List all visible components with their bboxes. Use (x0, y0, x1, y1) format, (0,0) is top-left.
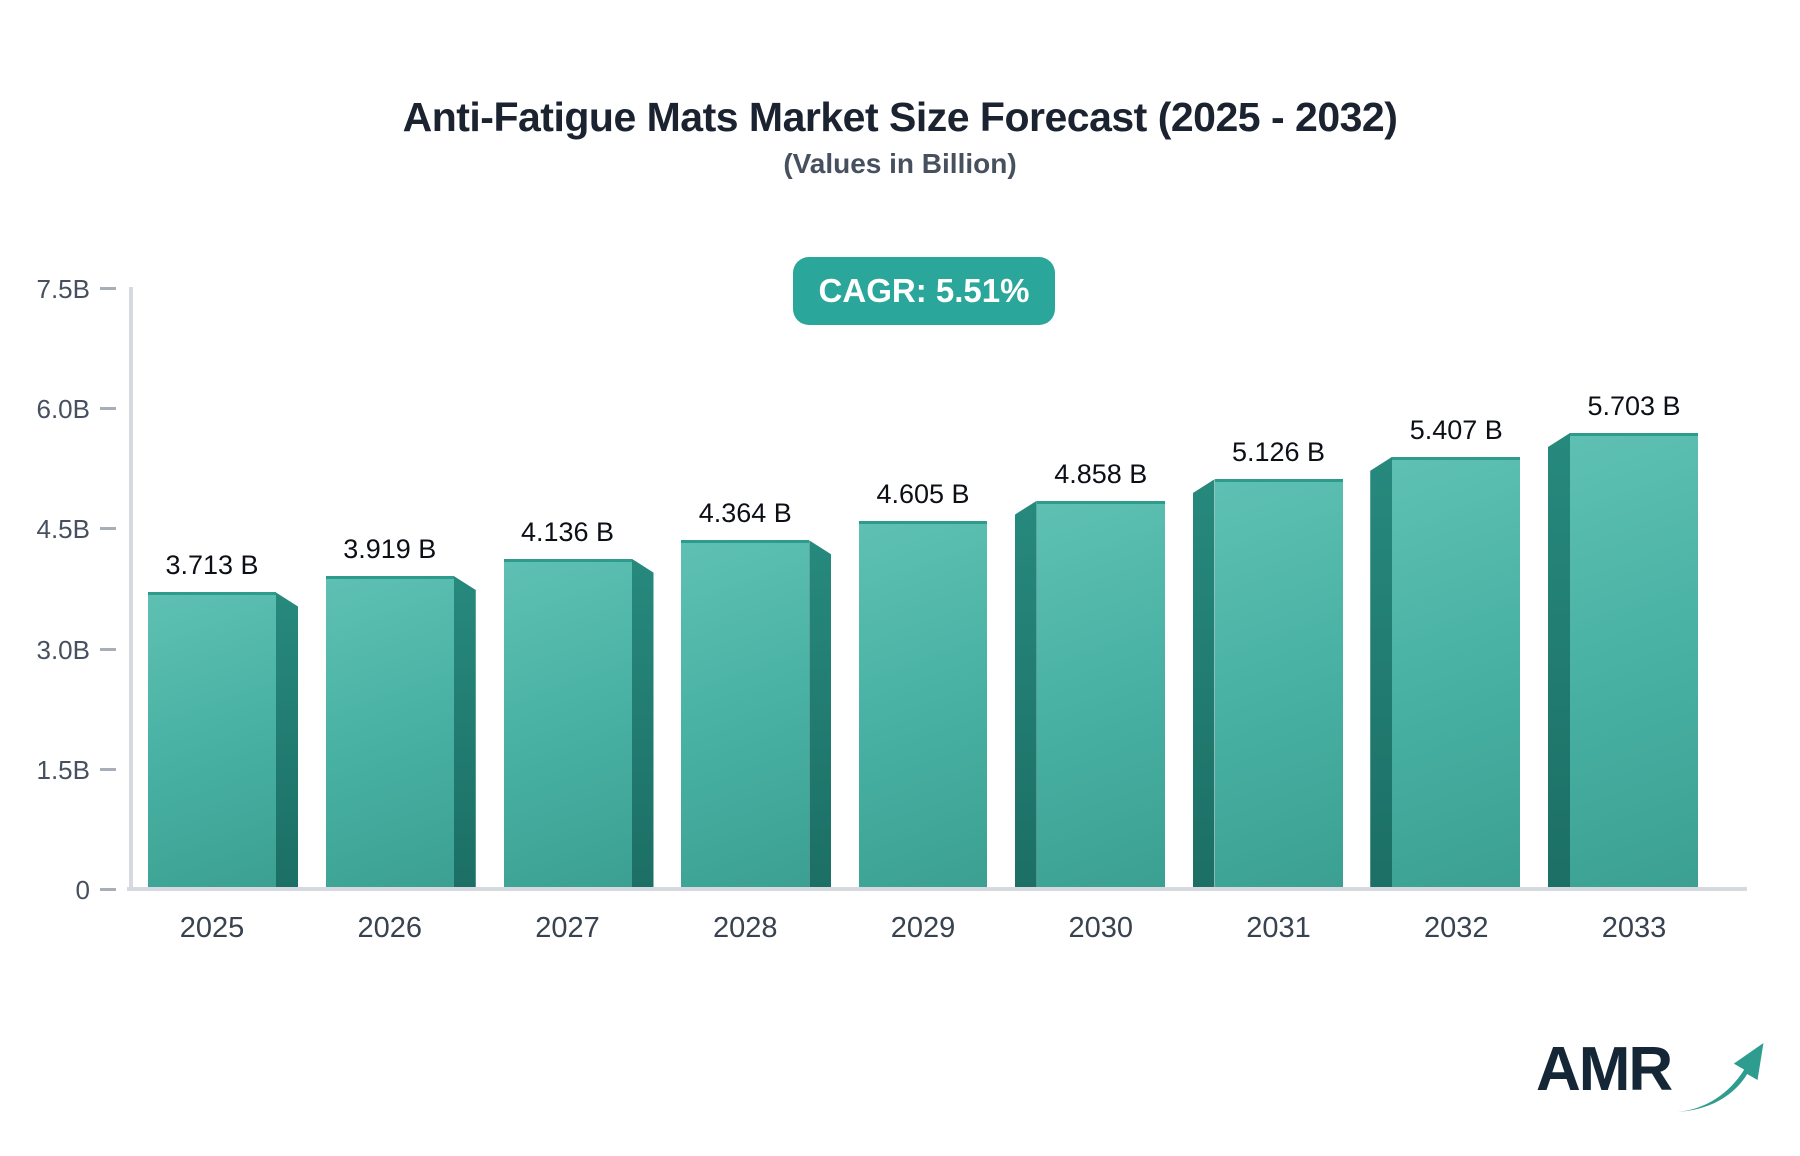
x-axis-label: 2031 (1246, 912, 1311, 944)
growth-arrow-icon (1677, 1042, 1764, 1112)
y-axis-tick-label: 7.5B (36, 274, 91, 305)
y-axis-tick-mark (100, 647, 116, 651)
bar-face (1392, 456, 1521, 887)
bar-value-label: 4.364 B (698, 498, 792, 529)
bar-value-label: 5.407 B (1409, 414, 1503, 445)
chart-subtitle: (Values in Billion) (783, 148, 1017, 179)
cagr-badge: CAGR: 5.51% (793, 257, 1055, 325)
bar-value-label: 5.703 B (1587, 391, 1681, 422)
bar-value-label: 5.126 B (1231, 437, 1326, 468)
bar-side-face (1014, 500, 1037, 887)
x-axis-label: 2033 (1601, 912, 1667, 944)
y-axis-tick-label: 0 (75, 875, 90, 905)
x-axis-label: 2032 (1423, 912, 1489, 944)
y-axis-tick-mark (100, 287, 116, 291)
bar-2025 (148, 592, 298, 887)
bar-face (859, 521, 987, 887)
bar-value-label: 4.136 B (520, 516, 615, 547)
x-axis-label: 2026 (357, 912, 422, 944)
bar-face (503, 558, 632, 887)
y-axis-tick-label: 6.0B (36, 394, 91, 425)
y-axis-tick-label: 3.0B (36, 634, 91, 665)
y-axis-tick-mark (100, 888, 116, 891)
bar-2029 (859, 521, 987, 887)
y-axis-tick-mark (100, 527, 116, 531)
bar-side-face (631, 558, 654, 887)
bar-face (148, 592, 276, 887)
x-axis-label: 2027 (535, 912, 600, 944)
x-axis-label: 2025 (179, 912, 245, 944)
amr-logo: AMR (1536, 1035, 1764, 1128)
bar-side-face (453, 575, 476, 887)
bar-face (1036, 500, 1165, 887)
bar-2031 (1192, 479, 1343, 887)
x-axis-label: 2028 (712, 912, 778, 944)
bar-2033 (1548, 433, 1698, 887)
bar-value-label: 3.713 B (165, 550, 259, 581)
y-axis-tick-mark (100, 767, 116, 771)
bar-face (1570, 433, 1698, 887)
x-axis-label: 2029 (890, 912, 956, 944)
x-axis-line (127, 887, 1747, 891)
y-axis-tick-label: 1.5B (36, 754, 91, 785)
bar-2032 (1370, 456, 1521, 887)
bar-2027 (503, 558, 654, 887)
bar-side-face (1548, 433, 1570, 887)
bar-value-label: 3.919 B (343, 533, 437, 564)
bar-value-label: 4.858 B (1054, 458, 1148, 489)
bar-side-face (276, 592, 298, 887)
y-axis-line (129, 287, 133, 891)
x-axis-label: 2030 (1068, 912, 1133, 944)
bar-side-face (1370, 456, 1393, 887)
bar-face (681, 540, 810, 887)
bar-2026 (325, 575, 476, 887)
amr-logo-text: AMR (1536, 1035, 1673, 1104)
bar-face (325, 575, 454, 887)
bar-side-face (1192, 479, 1215, 887)
bar-value-label: 4.605 B (876, 479, 970, 509)
y-axis-tick-label: 4.5B (36, 514, 91, 545)
chart-title: Anti-Fatigue Mats Market Size Forecast (… (402, 94, 1398, 140)
bar-2030 (1014, 500, 1165, 887)
bar-face (1214, 479, 1343, 887)
bar-2028 (681, 540, 832, 887)
cagr-badge-label: CAGR: 5.51% (818, 272, 1030, 309)
y-axis-tick-mark (100, 407, 116, 411)
bar-side-face (809, 540, 832, 887)
